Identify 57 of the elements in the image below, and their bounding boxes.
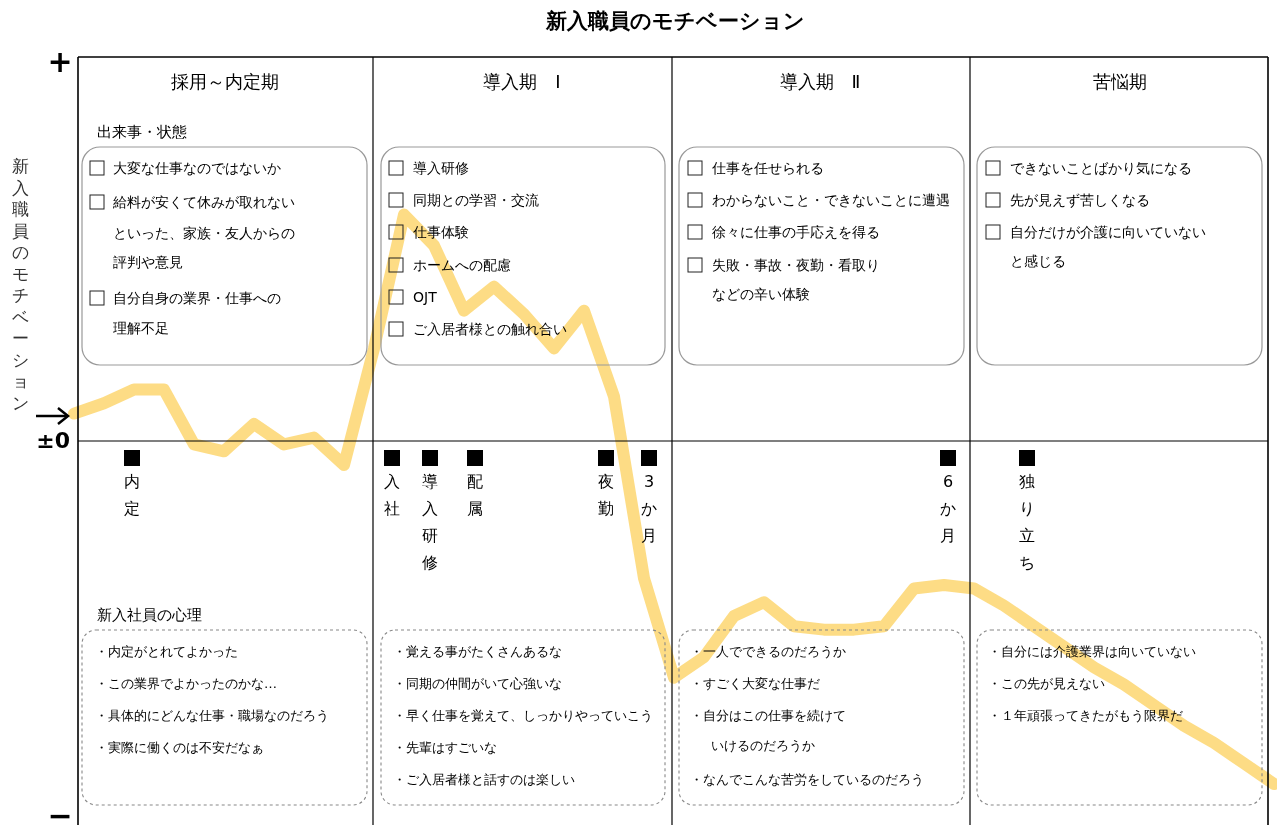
annotation: ・内定がとれてよかった [95, 644, 238, 659]
annotation: ご入居者様との触れ合い [413, 321, 567, 337]
chart-title: 新入職員のモチベーション [544, 9, 805, 33]
annotation: ・ご入居者様と話すのは楽しい [393, 772, 575, 787]
text: 仕事を任せられる [711, 160, 824, 176]
annotation: 理解不足 [113, 320, 169, 336]
annotation: ・具体的にどんな仕事・職場なのだろう [95, 708, 329, 723]
annotation: 配属 [467, 472, 483, 518]
annotation: ・この業界でよかったのかな… [95, 676, 277, 691]
annotation: 自分自身の業界・仕事への [113, 290, 281, 306]
annotation: ・一人でできるのだろうか [690, 644, 846, 659]
annotation: 内定 [124, 472, 140, 518]
annotation: ・自分には介護業界は向いていない [988, 644, 1196, 659]
annotation: 夜勤 [598, 472, 614, 518]
annotation: 失敗・事故・夜勤・看取り [712, 257, 880, 273]
annotation: ・すごく大変な仕事だ [690, 676, 820, 691]
text: 導入期 Ⅰ [483, 71, 561, 92]
text: 導入研修 [413, 160, 469, 176]
text: 同期との学習・交流 [413, 192, 539, 208]
text: 導入期 Ⅱ [779, 71, 861, 92]
annotation: ・同期の仲間がいて心強いな [393, 676, 562, 691]
text: 新入職員のモチベーション [11, 156, 29, 413]
annotation: 仕事体験 [412, 224, 469, 240]
annotation: ・先輩はすごいな [393, 740, 497, 755]
annotation: 独り立ち [1019, 472, 1035, 572]
text: + [47, 44, 73, 79]
annotation: 評判や意見 [113, 254, 183, 270]
annotation: ・実際に働くのは不安だなぁ [95, 740, 264, 755]
text: 苦悩期 [1093, 71, 1147, 92]
annotation: 徐々に仕事の手応えを得る [712, 224, 880, 240]
annotation: 3か月 [641, 472, 657, 545]
text: 先が見えず苦しくなる [1010, 192, 1150, 208]
annotation: いけるのだろうか [711, 738, 815, 753]
text: − [47, 798, 73, 825]
annotation: 導入研修 [422, 472, 438, 572]
annotation: 新入社員の心理 [97, 606, 202, 624]
annotation: ・この先が見えない [988, 676, 1105, 691]
text: 出来事・状態 [97, 123, 187, 141]
annotation: ・自分はこの仕事を続けて [690, 708, 846, 723]
annotation: ホームへの配慮 [413, 257, 511, 273]
annotation: といった、家族・友人からの [113, 225, 295, 241]
annotation: 自分だけが介護に向いていない [1010, 224, 1206, 240]
annotation: ・早く仕事を覚えて、しっかりやっていこう [393, 708, 653, 723]
annotation: 6か月 [940, 472, 956, 545]
annotation: ・なんでこんな苦労をしているのだろう [690, 772, 924, 787]
text: 大変な仕事なのではないか [113, 160, 281, 176]
annotation: ・１年頑張ってきたがもう限界だ [988, 708, 1183, 723]
text: できないことばかり気になる [1010, 160, 1192, 176]
ref-line-label: ±0 [36, 428, 70, 453]
annotation: 入社 [384, 472, 400, 518]
annotation: ・覚える事がたくさんあるな [393, 644, 562, 659]
annotation: と感じる [1010, 253, 1066, 269]
text: 給料が安くて休みが取れない [112, 194, 295, 210]
text: わからないこと・できないことに遭遇 [712, 192, 950, 208]
annotation: OJT [413, 289, 438, 305]
text: 採用～内定期 [171, 71, 279, 92]
annotation: などの辛い体験 [712, 286, 810, 302]
